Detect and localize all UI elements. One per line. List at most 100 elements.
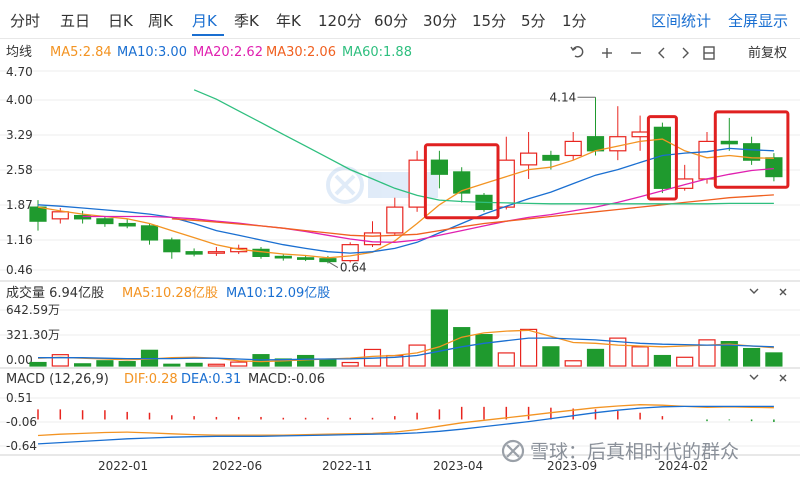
volume-bar — [118, 361, 136, 367]
volume-bar — [519, 328, 538, 367]
volume-bar — [29, 361, 47, 367]
volume-bar — [742, 347, 761, 367]
arrow-right-icon[interactable] — [682, 47, 689, 59]
tab-1min[interactable]: 1分 — [562, 12, 587, 30]
candle-down — [319, 258, 337, 263]
candle-down — [430, 159, 448, 175]
tab-5min[interactable]: 5分 — [521, 12, 546, 30]
macd-close-icon[interactable] — [779, 374, 787, 382]
candle-up — [698, 140, 716, 180]
volume-bar — [653, 354, 672, 367]
tab-30min[interactable]: 30分 — [423, 12, 458, 30]
volume-bar — [542, 346, 560, 367]
price-ma-lines — [37, 89, 774, 259]
volume-close-icon[interactable] — [779, 288, 787, 296]
volume-bar — [765, 352, 783, 367]
tab-15min[interactable]: 15分 — [472, 12, 507, 30]
volume-tick: 321.30万 — [6, 328, 60, 342]
ma-line-ma30 — [171, 194, 774, 237]
legend-ma10: MA10:3.00 — [117, 45, 187, 60]
ma-line-ma10 — [37, 147, 774, 254]
volume-bar — [319, 359, 337, 367]
volume-icons — [749, 288, 787, 296]
macd-tick: -0.64 — [6, 439, 37, 453]
tab-month-k[interactable]: 月K — [192, 12, 217, 30]
zoom-in-icon[interactable] — [602, 48, 612, 58]
fullscreen-icon[interactable] — [703, 46, 715, 60]
volume-bar — [586, 348, 605, 367]
volume-bar — [207, 363, 225, 367]
legend-ma5: MA5:2.84 — [50, 45, 112, 60]
macd-histogram — [37, 406, 775, 422]
interval-stats-link[interactable]: 区间统计 — [651, 12, 712, 30]
candle-down — [163, 239, 181, 253]
tab-120min[interactable]: 120分 — [318, 12, 362, 30]
x-tick: 2022-01 — [98, 459, 148, 473]
price-tick: 3.29 — [6, 128, 33, 142]
price-tick: 4.00 — [6, 93, 33, 107]
chart-toolbar — [570, 46, 715, 60]
volume-bar — [51, 354, 69, 367]
price-tick: 1.16 — [6, 233, 33, 247]
volume-bar — [73, 363, 92, 367]
candle-down — [73, 214, 92, 220]
x-tick: 2023-04 — [433, 459, 483, 473]
legend-macd: MACD (12,26,9) — [6, 372, 109, 387]
tab-five-day[interactable]: 五日 — [60, 12, 91, 30]
xueqiu-bottom-watermark: 雪球：后真相时代的群众 — [501, 439, 739, 463]
macd-settings-icon[interactable] — [749, 374, 759, 380]
volume-tick: 0.00 — [6, 353, 33, 367]
candle-up — [497, 159, 515, 208]
candle-down — [297, 257, 315, 260]
volume-bar — [341, 361, 359, 367]
macd-tick: 0.51 — [6, 391, 33, 405]
volume-bar — [676, 356, 694, 367]
panel-separators — [0, 280, 800, 456]
tab-60min[interactable]: 60分 — [374, 12, 409, 30]
highlight-box — [713, 110, 790, 189]
legend-volume-ma5: MA5:10.28亿股 — [122, 286, 218, 301]
low-annotation: 0.64 — [340, 261, 367, 275]
undo-icon[interactable] — [570, 46, 584, 58]
candle-down — [720, 140, 738, 145]
ma-line-ma20 — [82, 167, 774, 243]
price-panel-label: 均线 — [6, 45, 32, 60]
period-tab-bar: 分时 五日 日K 周K 月K 季K 年K 120分 60分 30分 15分 5分… — [0, 0, 800, 39]
ma-line-ma60 — [193, 89, 774, 205]
tab-year-k[interactable]: 年K — [276, 12, 301, 30]
volume-bar — [631, 346, 649, 367]
volume-bar — [163, 363, 181, 367]
price-tick: 2.58 — [6, 163, 33, 177]
tab-quarter-k[interactable]: 季K — [234, 12, 259, 30]
fullscreen-link[interactable]: 全屏显示 — [728, 12, 789, 30]
volume-tick: 642.59万 — [6, 303, 60, 317]
price-y-axis: 4.70 4.00 3.29 2.58 1.87 1.16 0.46 — [6, 65, 33, 277]
candle-up — [631, 131, 649, 138]
x-tick: 2023-09 — [547, 459, 597, 473]
volume-bar — [185, 362, 203, 367]
macd-lines — [37, 404, 774, 445]
price-tick: 1.87 — [6, 198, 33, 212]
volume-bar — [274, 358, 292, 367]
tab-fenshi[interactable]: 分时 — [10, 12, 41, 30]
x-tick: 2022-06 — [212, 459, 262, 473]
adjust-mode-label[interactable]: 前复权 — [748, 45, 787, 61]
tab-day-k[interactable]: 日K — [108, 12, 133, 30]
candle-down — [274, 255, 292, 259]
tab-week-k[interactable]: 周K — [148, 12, 173, 30]
dif-line — [37, 404, 774, 437]
candle-down — [118, 222, 136, 227]
volume-settings-icon[interactable] — [749, 288, 759, 294]
legend-ma20: MA20:2.62 — [193, 45, 263, 60]
candle-down — [542, 154, 560, 161]
volume-ma-lines — [37, 329, 774, 363]
volume-bar — [96, 360, 114, 367]
grid — [0, 70, 800, 447]
macd-tick: -0.06 — [6, 415, 37, 429]
volume-bar — [698, 339, 716, 367]
candle-down — [140, 225, 159, 241]
arrow-left-icon[interactable] — [658, 47, 665, 59]
highlight-box — [423, 143, 500, 220]
price-tick: 0.46 — [6, 263, 33, 277]
dea-line — [37, 405, 774, 445]
